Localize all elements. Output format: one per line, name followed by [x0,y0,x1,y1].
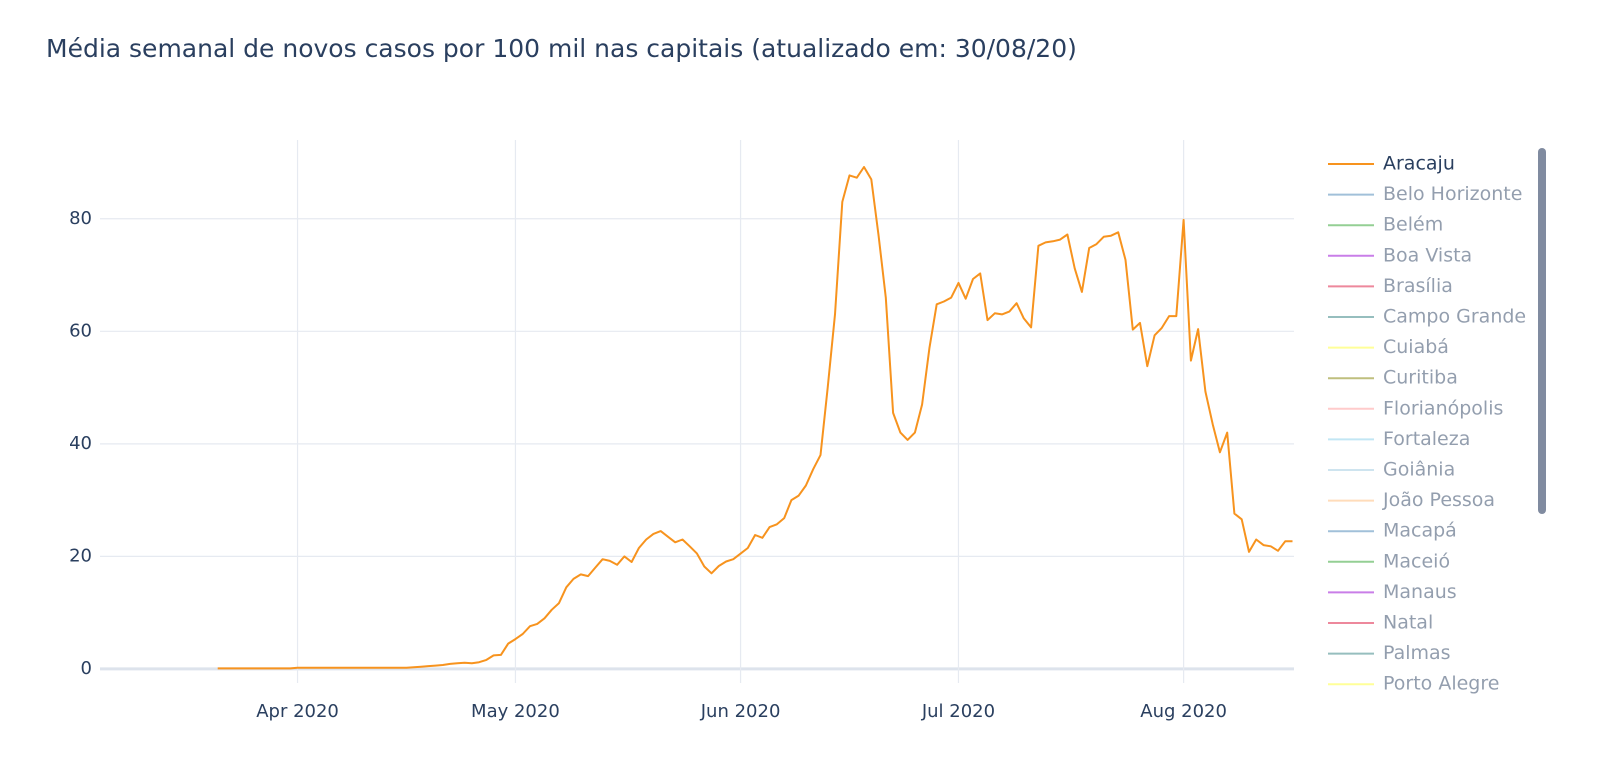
legend-label[interactable]: Brasília [1383,275,1453,297]
legend-label[interactable]: Porto Alegre [1383,673,1499,695]
legend-label[interactable]: Belo Horizonte [1383,183,1522,205]
legend-label[interactable]: Curitiba [1383,367,1458,389]
x-tick-label: Jun 2020 [700,701,781,722]
y-tick-label: 60 [69,320,92,341]
legend-scrollbar[interactable] [1538,148,1546,514]
legend-label[interactable]: Belém [1383,214,1443,236]
legend-label[interactable]: Natal [1383,612,1433,634]
y-tick-label: 80 [69,208,92,229]
legend-label[interactable]: Manaus [1383,581,1457,603]
legend-label[interactable]: Goiânia [1383,459,1455,481]
legend-label[interactable]: Fortaleza [1383,428,1470,450]
legend-label[interactable]: João Pessoa [1382,489,1495,511]
y-tick-label: 40 [69,433,92,454]
legend-label[interactable]: Cuiabá [1383,336,1449,358]
legend-label[interactable]: Palmas [1383,642,1451,664]
legend-label[interactable]: Florianópolis [1383,397,1503,419]
legend-label[interactable]: Macapá [1383,520,1457,542]
data-line [217,166,1293,670]
y-tick-label: 0 [81,658,92,679]
legend-label[interactable]: Maceió [1383,550,1450,572]
legend-label[interactable]: Boa Vista [1383,244,1472,266]
x-tick-label: Aug 2020 [1140,701,1227,722]
legend-label[interactable]: Aracaju [1383,153,1455,175]
y-tick-label: 20 [69,545,92,566]
x-tick-label: May 2020 [471,701,560,722]
chart-title: Média semanal de novos casos por 100 mil… [46,34,1077,63]
x-tick-label: Apr 2020 [256,701,339,722]
x-tick-label: Jul 2020 [921,701,995,722]
legend-label[interactable]: Campo Grande [1383,306,1526,328]
